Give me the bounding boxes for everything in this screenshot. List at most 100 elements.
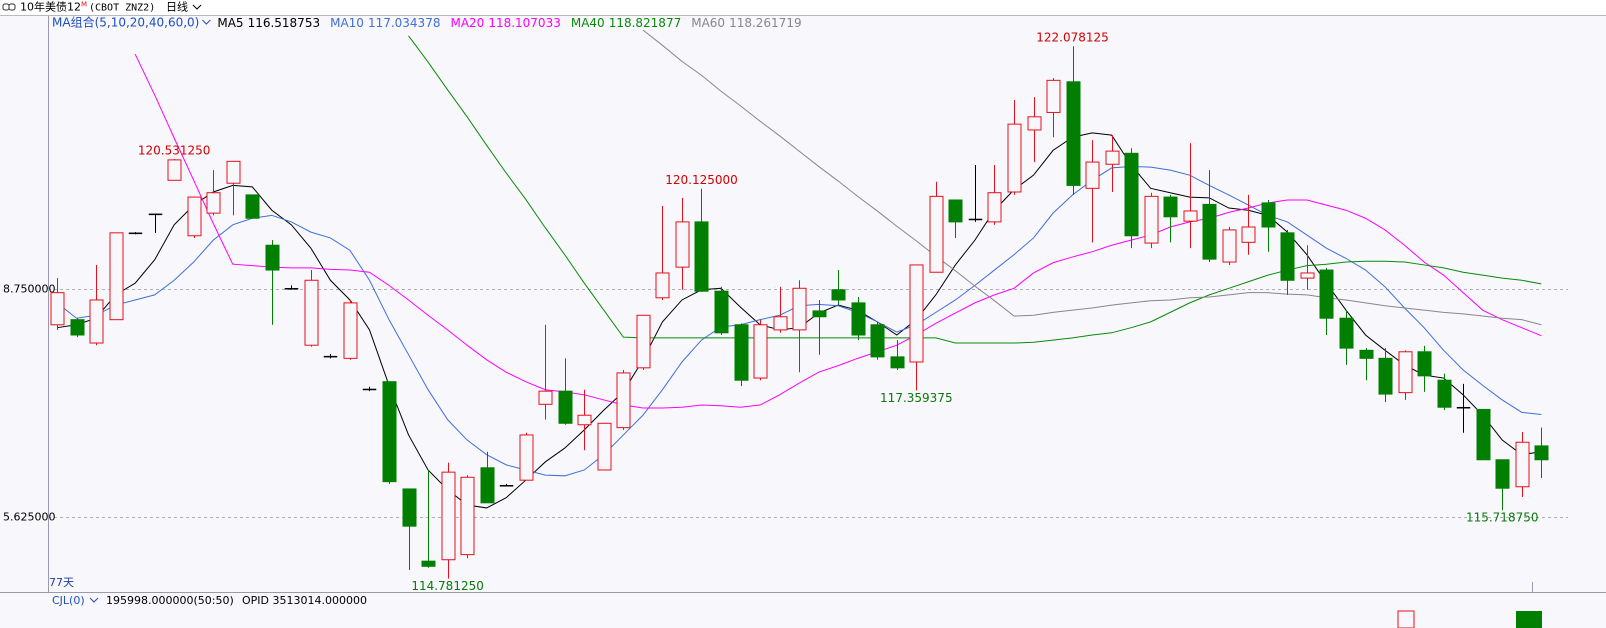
legend-name: MA20 <box>450 16 484 30</box>
candle-body <box>1202 203 1217 260</box>
high-label: 120.531250 <box>138 144 211 158</box>
candle-body <box>480 467 495 504</box>
candle-body <box>323 355 338 358</box>
toolbar <box>0 0 1606 15</box>
indicator-dropdown[interactable] <box>89 597 99 603</box>
period-dropdown[interactable] <box>192 4 202 10</box>
candle-body <box>1456 406 1471 409</box>
candles <box>50 46 1549 579</box>
candle-body <box>245 194 260 219</box>
candle-body <box>1046 79 1061 113</box>
ma-group[interactable]: MA组合(5,10,20,40,60,0) <box>52 15 199 30</box>
candle-body <box>987 192 1002 223</box>
candle-body <box>70 319 85 336</box>
candle-body <box>812 310 827 318</box>
opid: OPID 3513014.000000 <box>242 594 367 607</box>
candle-body <box>714 290 729 334</box>
candle-body <box>128 232 143 235</box>
volume-bar-edge <box>1397 610 1415 628</box>
legend-entry: MA60 118.261719 <box>691 16 801 30</box>
icon-part[interactable] <box>8 3 16 11</box>
legend-name: MA5 <box>217 16 243 30</box>
indicator-panel <box>0 593 1606 628</box>
candle-body <box>636 314 651 369</box>
candle-body <box>1417 351 1432 377</box>
legend-value: 116.518753 <box>248 16 321 30</box>
symbol-mark: M <box>81 1 87 9</box>
candle-body <box>694 221 709 292</box>
candle-body <box>284 288 299 290</box>
candle-body <box>1359 349 1374 359</box>
candle-body <box>968 218 983 221</box>
legend-entry: MA40 118.821877 <box>571 16 681 30</box>
indicator-name[interactable]: CJL(0) <box>52 594 85 607</box>
candle-body <box>675 221 690 268</box>
high-label: 122.078125 <box>1036 31 1109 45</box>
legend-value: 118.821877 <box>609 16 682 30</box>
y-tick-label: 5.625000 <box>3 511 56 524</box>
candle-body <box>167 159 182 181</box>
legend-name: MA10 <box>330 16 364 30</box>
candle-body <box>948 199 963 223</box>
legend: MA5 116.518753 MA10 117.034378 MA20 118.10703… <box>217 16 801 30</box>
low-label: 114.781250 <box>411 579 484 593</box>
candle-body <box>1105 150 1120 165</box>
ma-dropdown[interactable] <box>202 19 211 25</box>
candle-body <box>441 471 456 561</box>
candle-body <box>1339 317 1354 349</box>
candle-body <box>558 390 573 424</box>
candle-body <box>734 324 749 381</box>
grid: 8.750000 5.625000 <box>3 283 1568 524</box>
candle-body <box>1027 116 1042 131</box>
candle-body <box>89 299 104 344</box>
candle-body <box>1066 81 1081 186</box>
candle-body <box>226 160 241 184</box>
candle-body <box>831 289 846 301</box>
legend-entry: MA10 117.034378 <box>330 16 440 30</box>
candle-body <box>773 316 788 331</box>
candle-body <box>1378 357 1393 395</box>
candle-body <box>909 264 924 363</box>
candle-body <box>1534 445 1549 461</box>
candle-body <box>1398 351 1413 394</box>
candle-body <box>499 485 514 487</box>
legend-entry: MA5 116.518753 <box>217 16 320 30</box>
candle-body <box>1163 196 1178 218</box>
candle-body <box>187 196 202 237</box>
legend-entry: MA20 118.107033 <box>450 16 560 30</box>
ma-line <box>642 30 1542 326</box>
legend-name: MA40 <box>571 16 605 30</box>
candle-body <box>1319 269 1334 319</box>
candle-body <box>851 302 866 336</box>
period[interactable]: 日线 <box>166 0 188 14</box>
candle-body <box>206 192 221 214</box>
candle-body <box>890 356 905 369</box>
candle-body <box>597 422 612 471</box>
candle-body <box>1085 161 1100 189</box>
low-label: 115.718750 <box>1466 511 1539 525</box>
candle-body <box>1241 226 1256 243</box>
ma-line <box>134 53 1542 409</box>
candle-body <box>50 292 65 326</box>
bar-count: 77天 <box>49 576 74 589</box>
candle-body <box>1183 210 1198 222</box>
candle-body <box>148 213 163 216</box>
y-tick-label: 8.750000 <box>3 283 56 296</box>
legend-value: 118.107033 <box>488 16 561 30</box>
candle-body <box>1124 152 1139 237</box>
candle-body <box>870 324 885 358</box>
ma-line <box>408 35 1542 344</box>
candle-body <box>402 488 417 527</box>
exchange-code: (CBOT ZNZ2) <box>89 3 155 14</box>
candle-body <box>343 302 358 359</box>
toolbar-icon[interactable] <box>2 3 16 11</box>
legend-value: 118.261719 <box>729 16 802 30</box>
candle-body <box>1007 123 1022 193</box>
candle-body <box>655 272 670 299</box>
candle-body <box>382 381 397 483</box>
candle-body <box>1222 229 1237 263</box>
candle-body <box>1261 202 1276 228</box>
candle-body <box>519 434 534 481</box>
